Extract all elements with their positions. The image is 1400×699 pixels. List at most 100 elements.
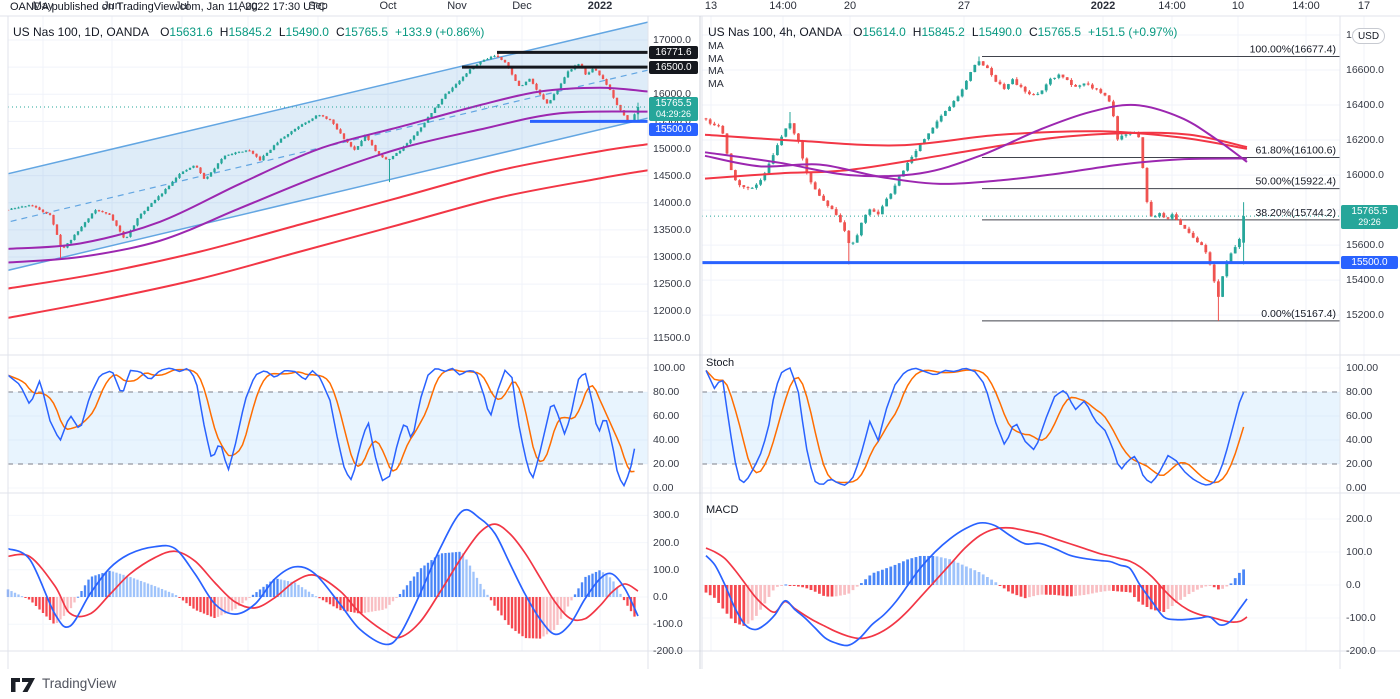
- low-value: 15490.0: [978, 25, 1022, 39]
- fib-label: 0.00%(15167.4): [1261, 308, 1336, 320]
- publish-note: OANDA published on TradingView.com, Jan …: [10, 1, 326, 13]
- ma-legend-item[interactable]: MA: [708, 65, 724, 78]
- axis-tick: 200.0: [653, 536, 680, 549]
- macd-signal-line: [7, 523, 639, 639]
- axis-tick: 100.00: [653, 362, 686, 374]
- axis-tick: 300.0: [653, 509, 680, 522]
- ma-line: [8, 110, 648, 264]
- price-alert-badge: 16771.6: [649, 46, 698, 59]
- time-tick: 20: [843, 0, 857, 12]
- axis-tick: 15400.0: [1346, 274, 1384, 287]
- time-tick: 14:00: [1158, 0, 1186, 12]
- axis-tick: 60.00: [653, 410, 680, 422]
- axis-tick: 15600.0: [1346, 239, 1384, 252]
- ma-line: [704, 131, 1248, 180]
- macd-pane: [704, 521, 1248, 647]
- axis-tick: 15000.0: [653, 142, 691, 155]
- ma-line: [704, 130, 1248, 150]
- axis-tick: 16600.0: [1346, 64, 1384, 76]
- stoch-pane: [7, 367, 648, 488]
- brand-name[interactable]: TradingView: [42, 676, 117, 691]
- open-value: 15614.0: [862, 25, 906, 39]
- symbol-legend-4h: US Nas 100, 4h, OANDA O15614.0 H15845.2 L15…: [708, 25, 1178, 39]
- macd-pane: [6, 508, 639, 646]
- axis-tick: 80.00: [1346, 386, 1373, 398]
- time-tick: 2022: [587, 0, 613, 12]
- chart-column-0: [6, 16, 648, 651]
- axis-tick: 20.00: [1346, 458, 1373, 470]
- axis-tick: 100.0: [1346, 546, 1373, 558]
- symbol-title[interactable]: US Nas 100, 4h, OANDA: [708, 25, 843, 39]
- high-value: 15845.2: [228, 25, 272, 39]
- fib-label: 100.00%(16677.4): [1250, 43, 1336, 55]
- symbol-title[interactable]: US Nas 100, 1D, OANDA: [13, 25, 150, 39]
- axis-tick: 40.00: [653, 434, 680, 446]
- time-tick: 2022: [1090, 0, 1116, 12]
- axis-tick: 13000.0: [653, 251, 691, 264]
- fib-label: 61.80%(16100.6): [1255, 144, 1336, 156]
- price-pane: [702, 55, 1340, 322]
- ma-line: [704, 103, 1248, 178]
- ma-legend-item[interactable]: MA: [708, 52, 724, 65]
- ma-legend-item[interactable]: MA: [708, 77, 724, 90]
- ma-line: [704, 154, 1248, 185]
- pane-borders: [0, 15, 1400, 669]
- level-price-badge: 15500.0: [649, 123, 698, 136]
- currency-pill[interactable]: USD: [1352, 28, 1385, 44]
- bar-countdown: 04:29:26: [655, 109, 692, 119]
- low-value: 15490.0: [285, 25, 329, 39]
- time-tick: 27: [957, 0, 971, 12]
- axis-tick: 11500.0: [653, 332, 691, 345]
- macd-line: [7, 508, 639, 646]
- axis-tick: 12000.0: [653, 305, 691, 318]
- axis-tick: 80.00: [653, 386, 680, 398]
- time-tick: 10: [1231, 0, 1245, 12]
- level-price-badge: 15500.0: [1341, 256, 1398, 269]
- fib-label: 38.20%(15744.2): [1255, 207, 1336, 219]
- channel-top-line: [8, 21, 648, 175]
- time-tick: Jul: [174, 0, 190, 12]
- stoch-pane-title[interactable]: Stoch: [706, 357, 735, 369]
- time-tick: Oct: [379, 0, 397, 12]
- symbol-legend-daily: US Nas 100, 1D, OANDA O15631.6 H15845.2 L15…: [13, 25, 485, 39]
- axis-tick: 0.0: [1346, 579, 1361, 591]
- axis-tick: 16000.0: [1346, 169, 1384, 182]
- time-tick: Aug: [238, 0, 258, 12]
- axis-tick: 15200.0: [1346, 309, 1384, 322]
- axis-tick: -200.0: [1346, 645, 1376, 657]
- price-alert-badge: 16500.0: [649, 61, 698, 74]
- stoch-k-line: [7, 367, 636, 488]
- stoch-k-line: [705, 366, 1245, 487]
- time-tick: 17: [1357, 0, 1371, 12]
- time-tick: 14:00: [1292, 0, 1320, 12]
- close-value: 15765.5: [344, 25, 388, 39]
- axis-tick: 17000.0: [653, 34, 691, 46]
- axis-tick: 100.00: [1346, 362, 1379, 374]
- last-price-badge: 15765.5 04:29:26: [649, 97, 698, 121]
- tradingview-logo-icon[interactable]: [10, 675, 36, 692]
- axis-tick: 16200.0: [1346, 134, 1384, 147]
- time-tick: Sep: [308, 0, 328, 12]
- time-tick: 13: [704, 0, 718, 12]
- fib-retracement: [982, 55, 1340, 322]
- macd-pane-title[interactable]: MACD: [706, 504, 739, 516]
- axis-tick: 0.0: [653, 591, 668, 603]
- macd-histogram: [6, 551, 636, 639]
- chart-column-1: 100.00%(16677.4) 61.80%(16100.6) 50.00%(15…: [702, 16, 1365, 651]
- axis-tick: 14000.0: [653, 196, 691, 209]
- macd-signal-line: [705, 526, 1248, 640]
- change-value: +133.9 (+0.86%): [395, 25, 485, 39]
- high-value: 15845.2: [921, 25, 965, 39]
- axis-tick: 12500.0: [653, 278, 691, 291]
- change-value: +151.5 (+0.97%): [1088, 25, 1178, 39]
- fib-label: 50.00%(15922.4): [1255, 176, 1336, 188]
- ma-legend-stack: MA MA MA MA: [708, 40, 724, 90]
- axis-tick: 100.0: [653, 563, 680, 576]
- stoch-d-line: [705, 369, 1245, 484]
- axis-tick: 14500.0: [653, 169, 691, 182]
- ma-legend-item[interactable]: MA: [708, 40, 724, 52]
- axis-tick: 200.0: [1346, 513, 1373, 525]
- price-pane: [8, 21, 648, 319]
